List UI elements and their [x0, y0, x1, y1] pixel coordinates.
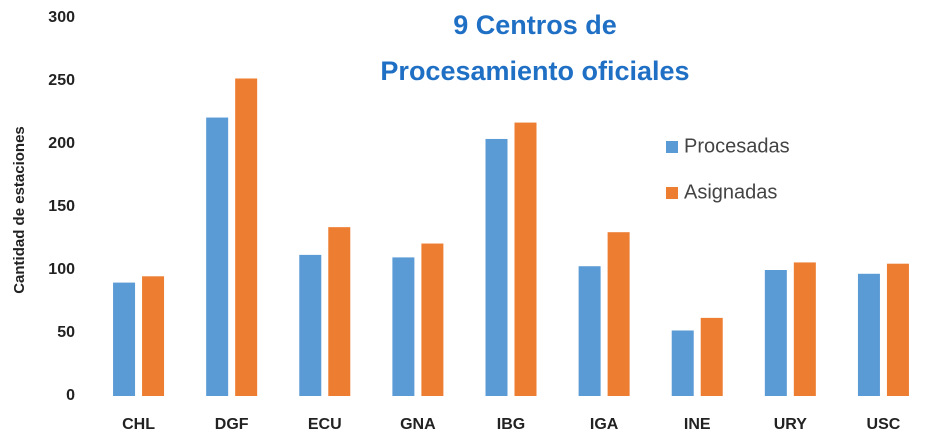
bar	[328, 227, 351, 396]
bar	[235, 78, 258, 396]
y-tick-label: 0	[66, 387, 75, 404]
bar	[299, 254, 322, 396]
x-tick-label: IBG	[497, 416, 525, 433]
y-tick-label: 100	[48, 261, 75, 278]
x-tick-label: IGA	[590, 416, 619, 433]
bar	[113, 282, 136, 396]
legend-label: Procesadas	[684, 135, 790, 157]
bar	[857, 273, 880, 396]
y-tick-label: 300	[48, 9, 75, 26]
bar	[671, 330, 694, 396]
y-axis-label: Cantidad de estaciones	[11, 126, 28, 294]
legend-swatch	[666, 187, 678, 199]
legend-label: Asignadas	[684, 181, 777, 203]
bar	[607, 232, 630, 396]
bar	[142, 276, 165, 396]
bar	[578, 266, 601, 396]
bar	[700, 317, 723, 396]
bar	[421, 243, 444, 396]
x-tick-label: GNA	[400, 416, 436, 433]
bar	[764, 270, 787, 396]
bar	[514, 122, 537, 396]
legend-swatch	[666, 141, 678, 153]
bar	[206, 117, 229, 396]
bar	[485, 138, 508, 396]
bar	[886, 263, 909, 396]
x-tick-label: DGF	[215, 416, 249, 433]
y-tick-label: 250	[48, 72, 75, 89]
y-tick-label: 200	[48, 135, 75, 152]
bar	[793, 262, 816, 396]
x-tick-label: ECU	[308, 416, 342, 433]
bar	[392, 257, 415, 396]
x-tick-label: CHL	[122, 416, 155, 433]
chart-title: 9 Centros de Procesamiento oficiales	[380, 10, 690, 86]
x-tick-label: INE	[684, 416, 711, 433]
y-tick-label: 50	[57, 324, 75, 341]
y-tick-label: 150	[48, 198, 75, 215]
x-tick-label: URY	[774, 416, 808, 433]
x-tick-label: USC	[867, 416, 901, 433]
